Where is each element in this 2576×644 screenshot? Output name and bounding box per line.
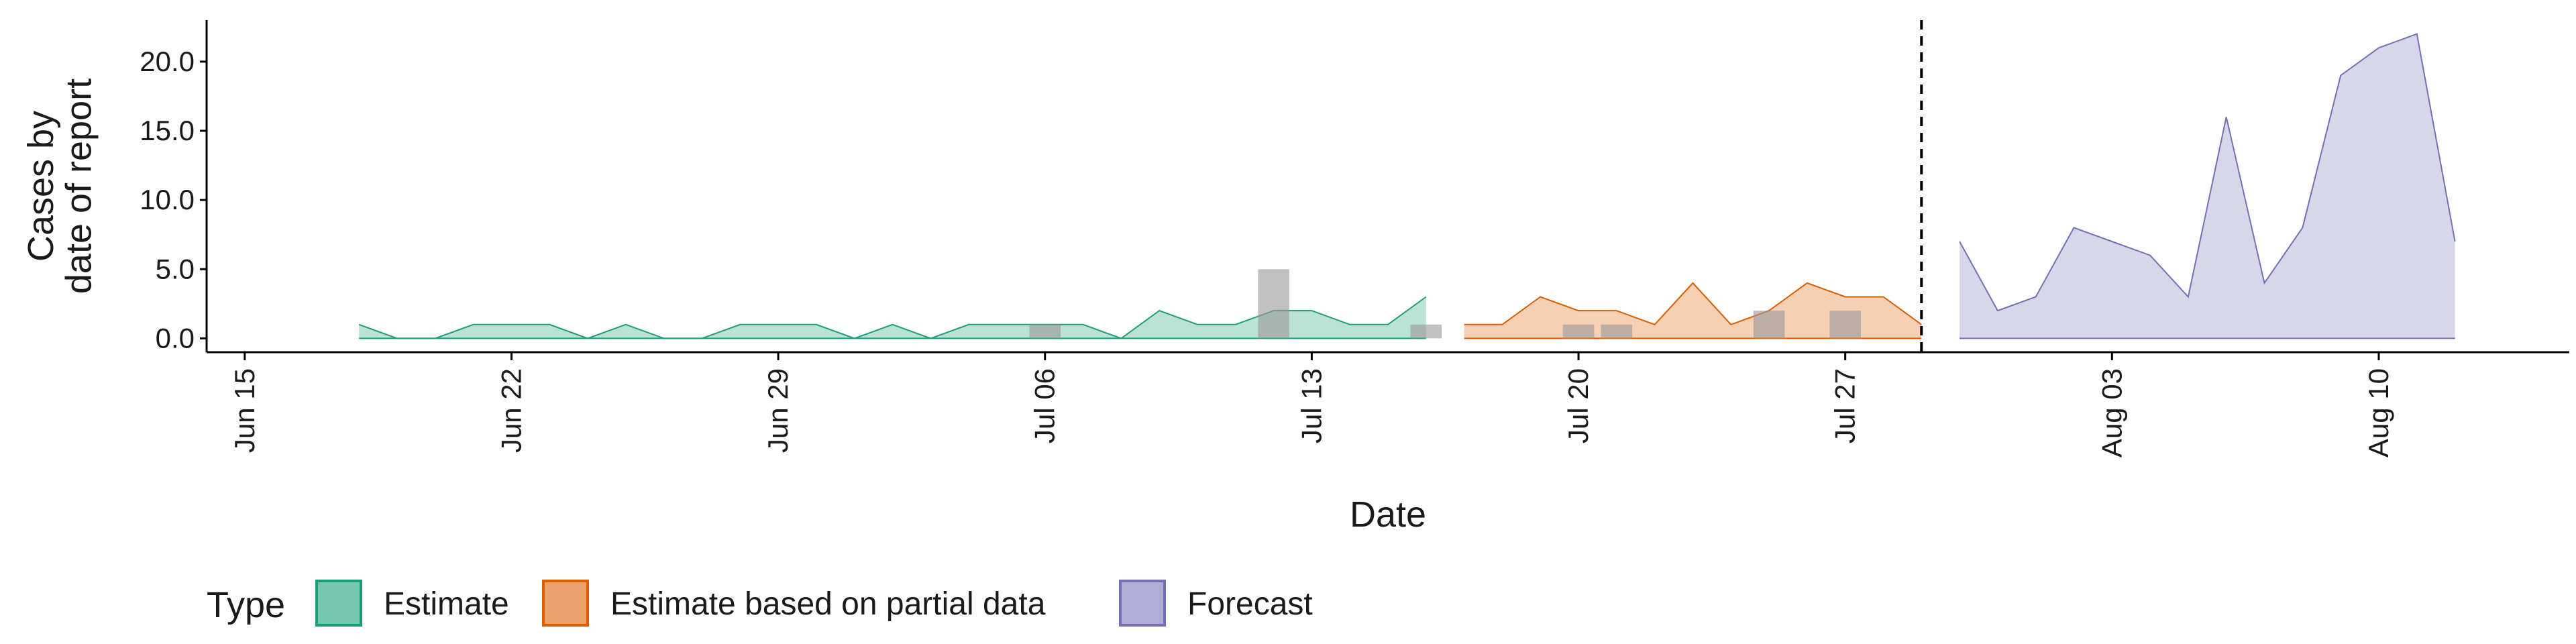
- legend: Type Estimate Estimate based on partial da…: [207, 580, 1313, 627]
- x-tick-label: Jun 29: [762, 368, 794, 453]
- x-tick-label: Aug 03: [2096, 368, 2127, 458]
- y-axis-title-line: date of report: [59, 78, 99, 294]
- y-tick-label: 5.0: [156, 253, 195, 284]
- y-tick-label: 0.0: [156, 322, 195, 354]
- y-tick-label: 15.0: [140, 115, 195, 146]
- x-tick-label: Jul 06: [1029, 368, 1061, 443]
- plot-area: [358, 20, 2456, 352]
- series-estimate-based-on-partial-data-area: [1464, 282, 1922, 339]
- x-axis-title: Date: [1350, 494, 1426, 535]
- series-forecast-line: [1959, 33, 2456, 312]
- series-estimate-area: [359, 297, 1426, 339]
- x-tick-label: Aug 10: [2363, 368, 2394, 458]
- reported-bar: [1601, 324, 1633, 339]
- y-tick-label: 10.0: [140, 184, 195, 215]
- y-axis-title: Cases bydate of report: [21, 78, 99, 294]
- reported-bar: [1410, 324, 1442, 339]
- y-tick-label: 20.0: [140, 46, 195, 77]
- x-tick-label: Jul 20: [1562, 368, 1594, 443]
- axes: 0.0 5.0 10.0 15.0 20.0 Jun 15 Jun 22 Jun 29 Jul …: [21, 20, 2569, 535]
- legend-key: [542, 580, 589, 627]
- x-tick-label: Jul 13: [1295, 368, 1327, 443]
- series-estimate-line: [358, 296, 1427, 339]
- series-forecast-area: [1960, 34, 2455, 339]
- x-tick-label: Jul 27: [1829, 368, 1861, 443]
- x-tick-label: Jun 15: [229, 368, 260, 453]
- series-estimate-based-on-partial-data-line: [1464, 282, 1922, 325]
- x-tick-label: Jun 22: [495, 368, 527, 453]
- reported-bar: [1829, 311, 1861, 339]
- legend-label: Forecast: [1187, 586, 1313, 622]
- legend-label: Estimate: [384, 586, 509, 622]
- legend-key: [315, 580, 362, 627]
- legend-key: [1119, 580, 1166, 627]
- reported-bar: [1029, 324, 1061, 339]
- reported-bar: [1753, 311, 1785, 339]
- reported-bar: [1562, 324, 1595, 339]
- y-axis-title-line: Cases by: [21, 111, 61, 262]
- legend-label: Estimate based on partial data: [610, 586, 1046, 622]
- reported-bar: [1258, 269, 1289, 339]
- legend-title: Type: [207, 585, 285, 625]
